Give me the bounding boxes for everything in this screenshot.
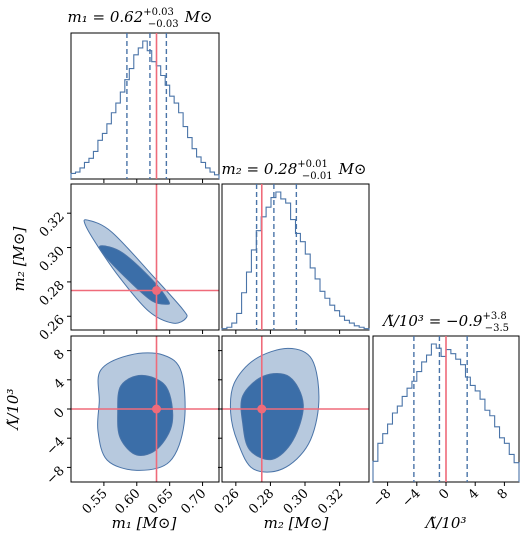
x-tick-label-m2: 0.28 xyxy=(246,486,277,517)
x-tick-label-m2: 0.26 xyxy=(212,486,243,517)
y-tick-label-lambda: 0 xyxy=(51,405,67,421)
ylabel-lambda: Λ̃/10³ xyxy=(4,389,22,432)
y-tick-label-m2: 0.30 xyxy=(37,244,68,275)
truth-point-m1-m2 xyxy=(152,285,162,295)
y-tick-label-lambda: −8 xyxy=(44,464,68,488)
panel-hist-m2 xyxy=(221,183,370,331)
xlabel-m1: m₁ [M⊙] xyxy=(112,514,177,532)
x-tick-label-m2: 0.32 xyxy=(315,486,346,517)
ylabel-m2: m₂ [M⊙] xyxy=(10,227,28,292)
panels: −8 −4 0 4 80.260.280.300.320.55 0.60 0.65 0.70−… xyxy=(37,32,520,517)
title-m2-upper: +0.01 xyxy=(297,159,328,170)
title-m1-unit: M⊙ xyxy=(184,8,213,26)
title-lambda-upper: +3.8 xyxy=(482,311,506,322)
x-tick-label-m2: 0.30 xyxy=(281,486,312,517)
xlabel-m2: m₂ [M⊙] xyxy=(264,514,329,532)
hist-m2 xyxy=(221,191,370,330)
x-tick-label-lambda: 0 xyxy=(436,486,452,502)
truth-point-m1-lambda xyxy=(152,404,162,414)
y-tick-label-lambda: −4 xyxy=(44,434,68,458)
title-m2: m₂ = 0.28+0.01 −0.01 M⊙ xyxy=(222,159,367,182)
contour-inner-m1-m2 xyxy=(98,245,170,305)
panel-hist-m1 xyxy=(70,32,220,180)
y-tick-label-m2: 0.28 xyxy=(37,278,68,309)
y-tick-label-m2: 0.32 xyxy=(37,209,68,240)
x-tick-label-m1: 0.55 xyxy=(80,486,111,517)
title-m1-lower: −0.03 xyxy=(148,19,179,30)
y-tick-label-m2: 0.26 xyxy=(37,312,68,343)
title-m2-unit: M⊙ xyxy=(338,160,367,178)
title-lambda-lower: −3.5 xyxy=(485,323,509,334)
title-m2-lower: −0.01 xyxy=(302,171,333,182)
y-tick-label-lambda: 8 xyxy=(51,347,67,363)
contour-inner-m2-lambda xyxy=(240,373,304,461)
contour-inner-m1-lambda xyxy=(117,374,174,456)
title-m2-main: m₂ = 0.28 xyxy=(222,160,298,178)
x-tick-label-lambda: 8 xyxy=(495,486,511,502)
title-m1: m₁ = 0.62+0.03 −0.03 M⊙ xyxy=(68,7,213,30)
xlabel-lambda: Λ̃/10³ xyxy=(424,514,467,532)
x-tick-label-lambda: −4 xyxy=(399,486,423,510)
truth-point-m2-lambda xyxy=(257,404,267,414)
title-lambda-main: Λ̃/10³ = −0.9 xyxy=(381,312,483,330)
x-tick-label-lambda: 4 xyxy=(466,486,482,502)
title-m1-upper: +0.03 xyxy=(143,7,174,18)
title-m1-main: m₁ = 0.62 xyxy=(68,8,144,26)
hist-m1 xyxy=(70,40,220,179)
y-tick-label-lambda: 4 xyxy=(51,376,67,392)
title-lambda: Λ̃/10³ = −0.9+3.8 −3.5 xyxy=(381,311,509,334)
x-tick-label-lambda: −8 xyxy=(370,486,394,510)
x-tick-label-m1: 0.70 xyxy=(178,486,209,517)
x-tick-label-m1: 0.65 xyxy=(145,486,176,517)
x-tick-label-m1: 0.60 xyxy=(113,486,144,517)
panel-m1-m2 xyxy=(70,183,220,331)
